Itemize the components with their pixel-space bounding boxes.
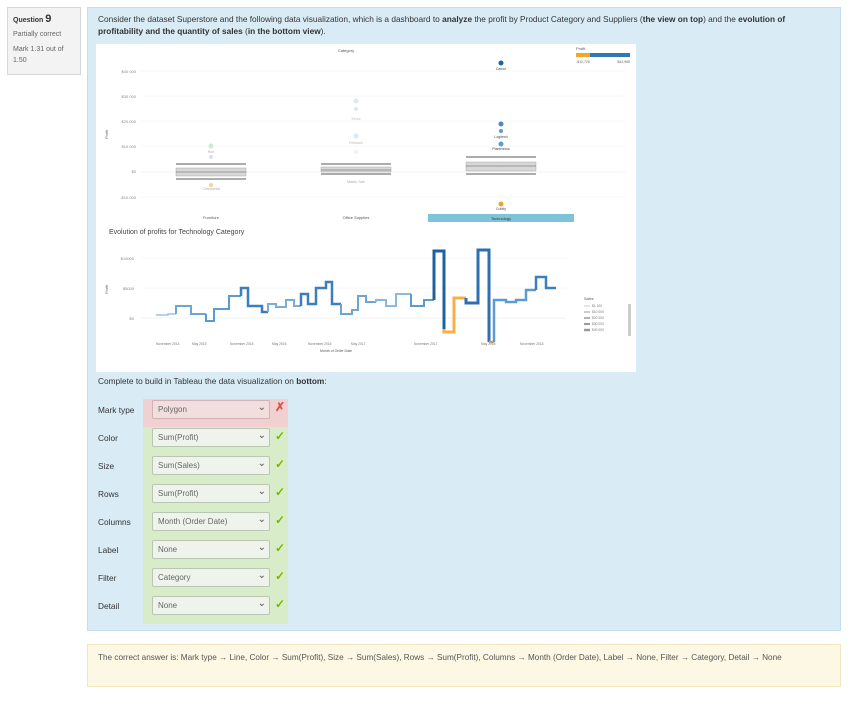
point-label-chromcraft: Chromcraft (202, 187, 219, 191)
detail-select[interactable]: None ⌄ (152, 596, 270, 615)
top-y-tick: $40 000 (122, 69, 137, 74)
answer-label: Size (98, 461, 115, 471)
check-icon: ✓ (275, 485, 286, 499)
point-label-logitech: Logitech (494, 135, 507, 139)
bottom-y-axis-title: Profit (104, 284, 109, 294)
answer-label: Mark type (98, 405, 135, 415)
technology-boxplot (465, 60, 537, 207)
bottom-x-tick: November 2015 (230, 342, 254, 346)
question-panel: Consider the dataset Superstore and the … (87, 7, 841, 631)
top-y-axis-title: Profit (104, 129, 109, 139)
top-y-tick: $20 000 (122, 119, 137, 124)
bottom-chart-title: Evolution of profits for Technology Cate… (109, 229, 245, 236)
sales-legend-item: $1 100 (592, 304, 602, 308)
furniture-boxplot (175, 143, 247, 187)
category-tab-technology[interactable]: Technology (491, 216, 511, 221)
answer-label: Filter (98, 573, 117, 583)
chevron-down-icon: ⌄ (257, 486, 266, 497)
category-tab-technology-highlight[interactable] (428, 214, 574, 222)
sales-legend (584, 305, 590, 332)
answer-label: Color (98, 433, 118, 443)
dashboard-svg: Category Profit -$12,726 $43,965 Profit … (104, 46, 631, 353)
check-icon: ✓ (275, 457, 286, 471)
correct-answer-feedback: The correct answer is: Mark type → Line,… (87, 644, 841, 687)
columns-select[interactable]: Month (Order Date) ⌄ (152, 512, 270, 531)
point-label-canon: Canon (496, 67, 506, 71)
bottom-x-tick: November 2014 (156, 342, 180, 346)
check-icon: ✓ (275, 597, 286, 611)
chevron-down-icon: ⌄ (257, 542, 266, 553)
profit-legend-min: -$12,726 (576, 60, 590, 64)
chevron-down-icon: ⌄ (257, 570, 266, 581)
point-label-fellowes: Fellowes (349, 141, 363, 145)
answer-label: Label (98, 545, 119, 555)
check-icon: ✓ (275, 569, 286, 583)
bottom-y-tick: $0 (130, 316, 135, 321)
mark-type-select[interactable]: Polygon ⌄ (152, 400, 270, 419)
category-tab-furniture[interactable]: Furniture (203, 215, 220, 220)
chevron-down-icon: ⌄ (257, 402, 266, 413)
question-info: Question 9 Partially correct Mark 1.31 o… (7, 7, 81, 75)
check-icon: ✓ (275, 429, 286, 443)
legend-scrollbar[interactable] (628, 304, 631, 336)
bottom-y-tick: $10000 (121, 256, 135, 261)
chevron-down-icon: ⌄ (257, 458, 266, 469)
instruction-text: Complete to build in Tableau the data vi… (98, 376, 327, 386)
point-label-hon: Hon (208, 150, 214, 154)
question-number: Question 9 (13, 13, 52, 25)
sales-legend-item: $20 000 (592, 316, 604, 320)
bottom-x-tick: November 2016 (308, 342, 332, 346)
answer-label: Detail (98, 601, 120, 611)
cross-icon: ✗ (275, 400, 286, 414)
sales-legend-item: $30 000 (592, 322, 604, 326)
top-y-tick: $10 000 (122, 144, 137, 149)
chevron-down-icon: ⌄ (257, 598, 266, 609)
profit-legend-neg (576, 53, 590, 57)
top-y-tick: $0 (132, 169, 137, 174)
point-label-cubify: Cubify (496, 207, 506, 211)
bottom-x-tick: May 2017 (351, 342, 366, 346)
profit-legend-title: Profit (576, 46, 586, 51)
sales-legend-title: Sales (584, 297, 594, 301)
sales-legend-item: $40 000 (592, 328, 604, 332)
profit-legend-pos (590, 53, 630, 57)
point-label-martin-yale: Martin Yale (347, 180, 364, 184)
bottom-x-tick: November 2018 (520, 342, 544, 346)
office-supplies-boxplot (320, 98, 392, 175)
point-label-plantronics: Plantronics (492, 147, 510, 151)
chevron-down-icon: ⌄ (257, 430, 266, 441)
top-y-tick: -$10 000 (120, 195, 137, 200)
bottom-x-tick: November 2017 (414, 342, 438, 346)
dashboard-image: Category Profit -$12,726 $43,965 Profit … (96, 44, 636, 372)
bottom-y-tick: $5000 (123, 286, 135, 291)
question-mark: Mark 1.31 out of 1.50 (13, 46, 64, 64)
color-select[interactable]: Sum(Profit) ⌄ (152, 428, 270, 447)
category-tab-office-supplies[interactable]: Office Supplies (343, 215, 370, 220)
rows-select[interactable]: Sum(Profit) ⌄ (152, 484, 270, 503)
sales-legend-item: $10 000 (592, 310, 604, 314)
bottom-x-axis-title: Month of Order Date (320, 349, 352, 353)
question-state: Partially correct (13, 31, 62, 38)
profit-legend-max: $43,965 (617, 60, 630, 64)
bottom-x-tick: May 2016 (272, 342, 287, 346)
bottom-x-tick: May 2015 (192, 342, 207, 346)
top-y-tick: $30 000 (122, 94, 137, 99)
question-text: Consider the dataset Superstore and the … (98, 14, 786, 36)
check-icon: ✓ (275, 513, 286, 527)
category-header: Category (338, 48, 354, 53)
profit-line (156, 248, 556, 344)
answer-label: Columns (98, 517, 131, 527)
filter-select[interactable]: Category ⌄ (152, 568, 270, 587)
check-icon: ✓ (275, 541, 286, 555)
answer-label: Rows (98, 489, 119, 499)
chevron-down-icon: ⌄ (257, 514, 266, 525)
point-label-xerox: Xerox (351, 117, 360, 121)
size-select[interactable]: Sum(Sales) ⌄ (152, 456, 270, 475)
bottom-x-tick: May 2018 (481, 342, 496, 346)
label-select[interactable]: None ⌄ (152, 540, 270, 559)
